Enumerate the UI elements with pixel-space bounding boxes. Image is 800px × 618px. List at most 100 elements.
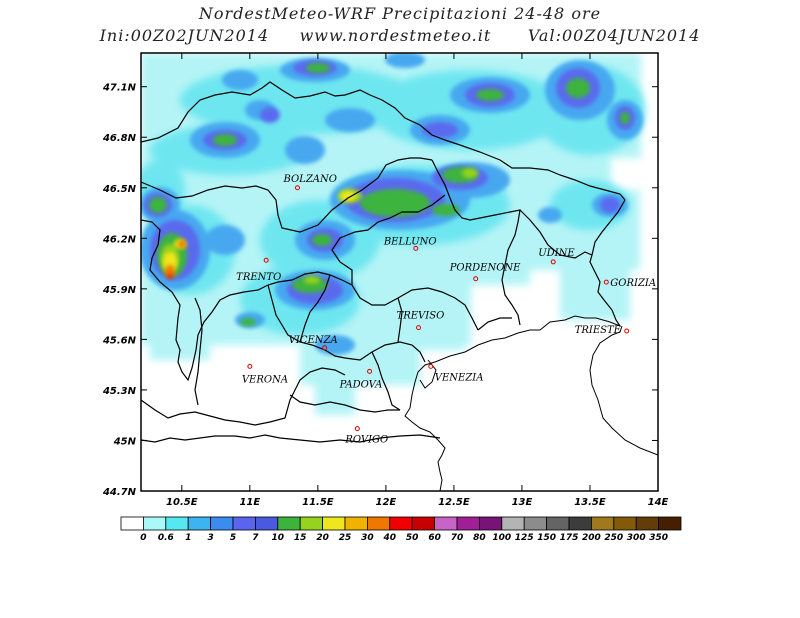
city-label: VICENZA xyxy=(289,335,338,346)
legend-label: 60 xyxy=(428,533,441,543)
plot-frame xyxy=(140,52,659,492)
legend-swatch xyxy=(613,516,637,531)
map-subtitle: Ini:00Z02JUN2014 www.nordestmeteo.it Val… xyxy=(99,26,701,45)
city-marker xyxy=(550,259,556,265)
map-title: NordestMeteo-WRF Precipitazioni 24-48 or… xyxy=(198,4,602,23)
legend-swatch xyxy=(434,516,458,531)
city-label: TRENTO xyxy=(236,272,281,283)
legend-swatch xyxy=(366,516,391,531)
legend-label: 300 xyxy=(627,533,646,543)
legend-swatch xyxy=(523,516,548,531)
legend-swatch xyxy=(165,516,189,531)
legend-label: 25 xyxy=(339,533,352,543)
legend-swatch xyxy=(501,516,525,531)
legend-swatch xyxy=(210,516,234,531)
lon-tick-label: 13.5E xyxy=(574,497,606,508)
legend-swatch xyxy=(591,516,615,531)
city-markers: BOLZANO BELLUNO UDINE PORDENONE TRENTO GORIZI… xyxy=(236,174,656,446)
legend-swatch xyxy=(411,516,436,531)
city-marker xyxy=(247,363,253,369)
legend-label: 175 xyxy=(560,533,579,543)
city-marker xyxy=(603,279,609,285)
legend-label: 30 xyxy=(361,533,374,543)
legend-label: 250 xyxy=(604,533,623,543)
city-marker xyxy=(263,257,269,263)
legend-label: 200 xyxy=(582,533,601,543)
legend-label: 80 xyxy=(473,533,486,543)
legend-swatch xyxy=(635,516,660,531)
legend-swatch xyxy=(658,516,682,531)
lat-tick-label: 46.5N xyxy=(102,184,137,195)
lat-tick-label: 44.7N xyxy=(102,487,137,498)
legend-swatch xyxy=(232,516,256,531)
city-marker xyxy=(354,426,360,432)
legend-swatch xyxy=(389,516,413,531)
legend-label: 50 xyxy=(406,533,419,543)
lon-tick-label: 12.5E xyxy=(438,497,470,508)
legend-label: 1 xyxy=(185,533,191,543)
color-legend: 0 0.6 1 3 5 7 10 15 20 25 30 40 50 60 70 80 100 125 150 175… xyxy=(120,516,682,543)
lon-tick-label: 12E xyxy=(376,497,397,508)
city-label: ROVIGO xyxy=(344,435,388,446)
city-marker xyxy=(294,185,300,191)
city-label: PADOVA xyxy=(339,379,383,390)
lon-tick-label: 13E xyxy=(512,497,533,508)
city-label: GORIZIA xyxy=(610,278,656,289)
lat-tick-label: 46.2N xyxy=(102,234,137,245)
city-marker xyxy=(322,345,328,351)
legend-swatch xyxy=(546,516,570,531)
coastline xyxy=(404,315,658,491)
city-label: UDINE xyxy=(538,248,575,259)
legend-label: 125 xyxy=(515,533,534,543)
city-marker xyxy=(367,368,373,374)
lat-tick-label: 45.6N xyxy=(102,335,137,346)
legend-label: 350 xyxy=(649,533,668,543)
city-label: TRIESTE xyxy=(575,325,622,336)
city-label: BOLZANO xyxy=(282,174,337,185)
legend-swatch xyxy=(478,516,503,531)
legend-swatch xyxy=(322,516,346,531)
lon-tick-label: 11E xyxy=(239,497,260,508)
legend-label: 20 xyxy=(316,533,329,543)
city-marker xyxy=(473,276,479,282)
legend-label: 10 xyxy=(272,533,285,543)
legend-label: 0 xyxy=(140,533,146,543)
legend-swatch xyxy=(187,516,211,531)
lat-tick-label: 45.9N xyxy=(102,285,137,296)
city-marker xyxy=(428,363,434,369)
legend-swatch xyxy=(254,516,279,531)
city-label: BELLUNO xyxy=(383,236,437,247)
legend-swatch xyxy=(568,516,592,531)
legend-label: 40 xyxy=(383,533,397,543)
lon-tick-label: 11.5E xyxy=(302,497,334,508)
legend-swatch xyxy=(120,516,144,531)
lat-tick-label: 45N xyxy=(113,436,137,447)
borders xyxy=(141,81,626,443)
legend-swatch xyxy=(142,516,167,531)
city-marker xyxy=(416,325,422,331)
lon-tick-label: 10.5E xyxy=(166,497,198,508)
lat-tick-label: 47.1N xyxy=(102,83,137,94)
city-label: VERONA xyxy=(242,374,288,385)
legend-swatch xyxy=(344,516,368,531)
legend-label: 0.6 xyxy=(158,533,174,543)
legend-label: 15 xyxy=(294,533,307,543)
legend-swatch xyxy=(299,516,324,531)
lat-tick-label: 46.8N xyxy=(102,133,137,144)
legend-label: 70 xyxy=(451,533,464,543)
lat-tick-label: 45.3N xyxy=(102,386,137,397)
city-marker xyxy=(624,328,630,334)
legend-swatch xyxy=(456,516,480,531)
city-marker xyxy=(413,245,419,251)
legend-label: 5 xyxy=(230,533,236,543)
legend-swatch xyxy=(277,516,301,531)
legend-label: 100 xyxy=(492,533,511,543)
legend-label: 3 xyxy=(207,533,213,543)
legend-label: 7 xyxy=(252,533,259,543)
axis-ticks: 10.5E 11E 11.5E 12E 12.5E 13E 13.5E 14E 47.1N 46.… xyxy=(102,53,669,508)
legend-label: 150 xyxy=(537,533,556,543)
city-label: TREVISO xyxy=(397,311,445,322)
lon-tick-label: 14E xyxy=(648,497,669,508)
precipitation-field xyxy=(141,53,645,415)
